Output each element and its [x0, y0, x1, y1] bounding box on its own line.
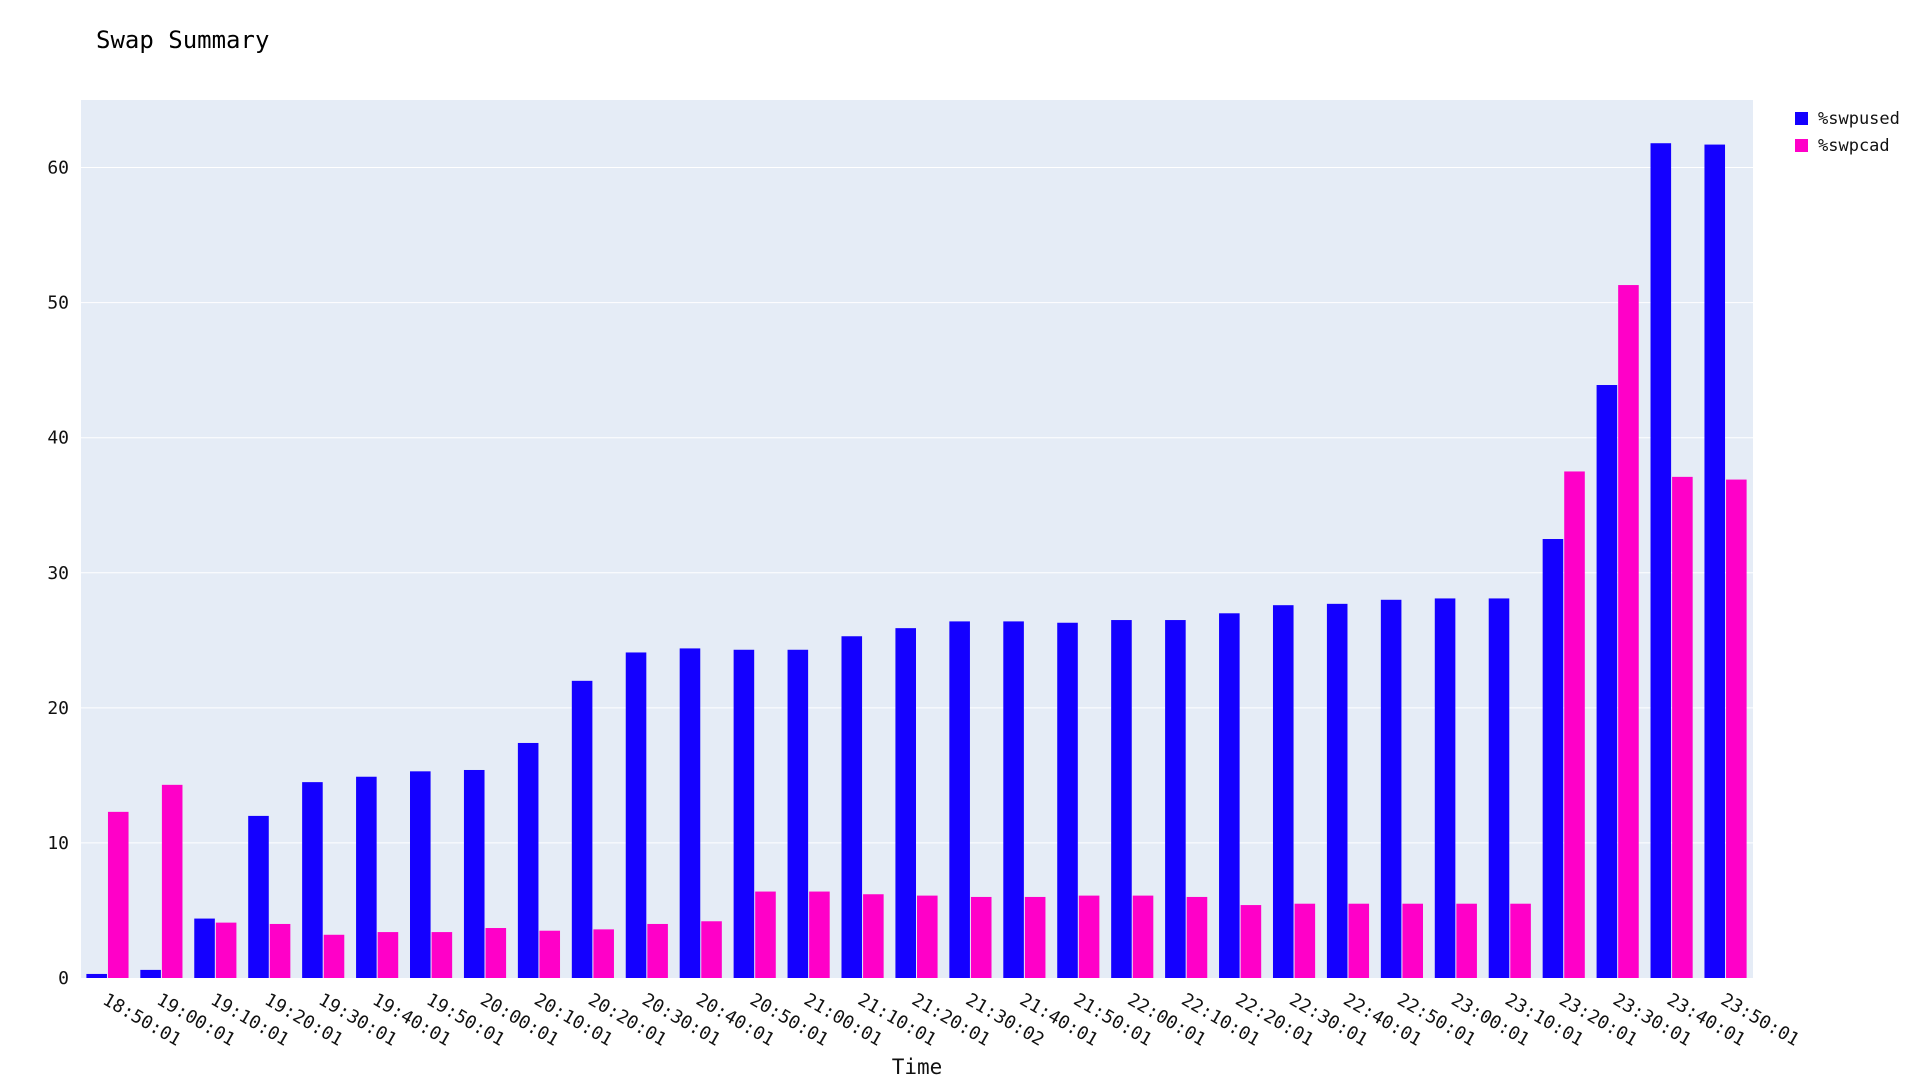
bar-pct-swpcad-192001	[269, 923, 291, 978]
bar-pct-swpcad-211001	[863, 894, 884, 978]
bar-pct-swpcad-193001	[323, 934, 345, 978]
bar-pct-swpused-233001	[1596, 385, 1618, 978]
bar-pct-swpused-203001	[625, 652, 647, 978]
bar-pct-swpused-192001	[248, 815, 269, 978]
bar-pct-swpcad-225001	[1402, 903, 1423, 978]
y-tick-label: 60	[47, 158, 69, 179]
bar-pct-swpcad-232001	[1564, 471, 1585, 978]
bar-pct-swpused-185001	[86, 973, 107, 978]
bar-pct-swpcad-201001	[539, 930, 561, 978]
bar-pct-swpused-195001	[410, 771, 431, 978]
bar-pct-swpcad-222001	[1240, 905, 1262, 978]
bar-pct-swpused-232001	[1542, 539, 1564, 978]
bar-pct-swpused-211001	[841, 636, 863, 978]
legend-swatch[interactable]	[1795, 139, 1808, 152]
bar-pct-swpused-193001	[302, 782, 323, 978]
bars-group	[86, 143, 1747, 978]
bar-pct-swpcad-191001	[215, 922, 237, 978]
bar-pct-swpused-194001	[356, 776, 377, 978]
chart-title: Swap Summary	[96, 26, 270, 54]
y-tick-label: 0	[58, 968, 69, 989]
bar-pct-swpcad-234001	[1672, 476, 1693, 978]
bar-pct-swpcad-194001	[377, 932, 399, 978]
bar-pct-swpused-231001	[1488, 598, 1510, 978]
bar-pct-swpused-201001	[517, 742, 539, 978]
bar-pct-swpused-210001	[787, 649, 809, 978]
bar-pct-swpused-224001	[1326, 603, 1348, 978]
bar-pct-swpcad-220001	[1132, 895, 1154, 978]
bar-pct-swpcad-215001	[1078, 895, 1100, 978]
x-axis-title: Time	[892, 1055, 943, 1079]
bar-pct-swpused-221001	[1165, 620, 1186, 978]
bar-pct-swpused-220001	[1111, 620, 1132, 978]
y-tick-label: 20	[47, 698, 69, 719]
bar-pct-swpcad-210001	[809, 891, 830, 978]
bar-pct-swpused-204001	[679, 648, 701, 978]
bar-pct-swpused-205001	[733, 649, 755, 978]
bar-pct-swpcad-212001	[917, 895, 938, 978]
bar-pct-swpcad-223001	[1294, 903, 1316, 978]
bar-pct-swpcad-235001	[1726, 479, 1747, 978]
bar-pct-swpcad-213002	[970, 896, 992, 978]
bar-pct-swpused-234001	[1650, 143, 1672, 978]
bar-pct-swpcad-200001	[485, 928, 507, 978]
bar-pct-swpused-222001	[1219, 613, 1240, 978]
y-tick-label: 40	[47, 428, 69, 449]
bar-pct-swpused-223001	[1272, 605, 1294, 978]
y-axis-ticks: 0 10 20 30 40 50 60	[47, 158, 69, 989]
bar-pct-swpused-225001	[1380, 599, 1402, 978]
bar-pct-swpcad-185001	[107, 811, 129, 978]
bar-pct-swpcad-205001	[755, 891, 776, 978]
y-tick-label: 50	[47, 293, 69, 314]
bar-pct-swpcad-221001	[1186, 896, 1208, 978]
bar-pct-swpcad-195001	[431, 932, 453, 978]
bar-pct-swpcad-233001	[1618, 285, 1639, 978]
bar-pct-swpcad-224001	[1348, 903, 1370, 978]
bar-pct-swpused-190001	[140, 969, 161, 978]
legend[interactable]: %swpused %swpcad	[1795, 109, 1900, 156]
legend-swatch[interactable]	[1795, 112, 1808, 125]
bar-pct-swpused-230001	[1434, 598, 1456, 978]
bar-pct-swpcad-204001	[701, 921, 722, 978]
bar-pct-swpcad-230001	[1456, 903, 1477, 978]
bar-pct-swpcad-190001	[161, 784, 183, 978]
bar-pct-swpcad-214001	[1024, 896, 1046, 978]
bar-pct-swpcad-231001	[1510, 903, 1531, 978]
bar-pct-swpused-214001	[1003, 621, 1024, 978]
bar-pct-swpused-213002	[949, 621, 970, 978]
bar-pct-swpused-212001	[895, 628, 916, 978]
bar-pct-swpused-215001	[1057, 622, 1078, 978]
bar-pct-swpcad-203001	[647, 923, 668, 978]
y-tick-label: 10	[47, 833, 69, 854]
y-tick-label: 30	[47, 563, 69, 584]
legend-label[interactable]: %swpused	[1818, 109, 1900, 129]
bar-pct-swpused-202001	[571, 680, 593, 978]
bar-pct-swpused-235001	[1704, 144, 1726, 978]
bar-pct-swpcad-202001	[593, 929, 614, 978]
legend-label[interactable]: %swpcad	[1818, 136, 1890, 156]
bar-pct-swpused-191001	[194, 918, 215, 978]
bar-pct-swpused-200001	[463, 769, 485, 978]
x-axis-ticks: 18:50:0119:00:0119:10:0119:20:0119:30:01…	[99, 989, 1803, 1051]
